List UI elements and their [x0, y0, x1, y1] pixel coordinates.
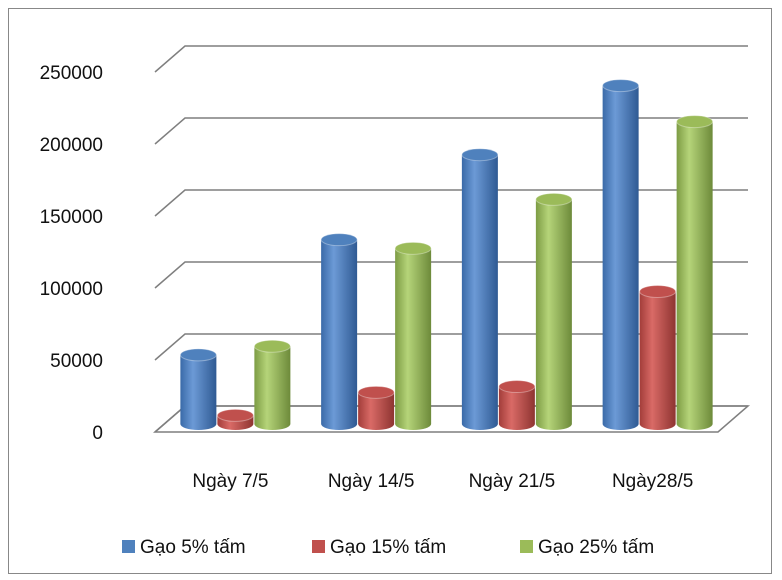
- bar-top: [498, 380, 536, 394]
- bars: [179, 79, 714, 431]
- gridline: [154, 45, 748, 73]
- bar-top: [535, 192, 573, 206]
- bar: [535, 192, 573, 431]
- legend: Gạo 5% tấm Gạo 15% tấm Gạo 25% tấm: [122, 537, 654, 558]
- bar-top: [394, 241, 432, 255]
- bar-top: [320, 233, 358, 247]
- legend-swatch: [122, 540, 135, 553]
- x-tick-label: Ngày 7/5: [192, 471, 268, 492]
- bar-body: [639, 291, 676, 431]
- bar-body: [461, 154, 498, 431]
- bar-top: [639, 285, 677, 299]
- bar-body: [321, 239, 358, 431]
- x-tick-label: Ngày 21/5: [469, 471, 556, 492]
- bar: [394, 241, 432, 431]
- legend-swatch: [312, 540, 325, 553]
- legend-label: Gạo 15% tấm: [330, 537, 446, 558]
- bar-body: [535, 199, 572, 431]
- bar: [357, 385, 395, 431]
- bar-body: [180, 354, 217, 431]
- chart-floor: [152, 405, 751, 433]
- bar: [639, 285, 677, 431]
- bar-top: [357, 385, 395, 399]
- bar: [216, 408, 254, 431]
- legend-swatch: [520, 540, 533, 553]
- bar-top: [179, 348, 217, 362]
- y-axis-ticks: 0 50000 100000 150000 200000 250000: [40, 63, 103, 444]
- gridline: [154, 261, 748, 289]
- bar-body: [395, 248, 432, 431]
- bar-body: [498, 386, 535, 431]
- y-tick-label: 150000: [40, 207, 103, 228]
- bar-body: [602, 85, 639, 431]
- bar-top: [602, 79, 640, 93]
- x-tick-label: Ngày 14/5: [328, 471, 415, 492]
- legend-label: Gạo 5% tấm: [140, 537, 246, 558]
- x-tick-label: Ngày28/5: [612, 471, 693, 492]
- bar: [179, 348, 217, 431]
- y-tick-label: 250000: [40, 63, 103, 84]
- y-tick-label: 50000: [50, 351, 103, 372]
- bar-top: [216, 408, 254, 422]
- bar: [498, 380, 536, 431]
- bar: [253, 339, 291, 431]
- bar-top: [676, 115, 714, 129]
- y-tick-label: 0: [92, 423, 103, 444]
- x-axis-labels: Ngày 7/5 Ngày 14/5 Ngày 21/5 Ngày28/5: [192, 471, 693, 492]
- bar: [602, 79, 640, 431]
- y-tick-label: 100000: [40, 279, 103, 300]
- gridline: [154, 189, 748, 217]
- y-tick-label: 200000: [40, 135, 103, 156]
- gridline: [154, 117, 748, 145]
- bar-top: [461, 148, 499, 162]
- bar-body: [358, 392, 395, 431]
- bar: [461, 148, 499, 431]
- bar-top: [253, 339, 291, 353]
- legend-label: Gạo 25% tấm: [538, 537, 654, 558]
- bar-body: [254, 346, 291, 431]
- bar-body: [676, 121, 713, 431]
- bar: [676, 115, 714, 431]
- bar: [320, 233, 358, 431]
